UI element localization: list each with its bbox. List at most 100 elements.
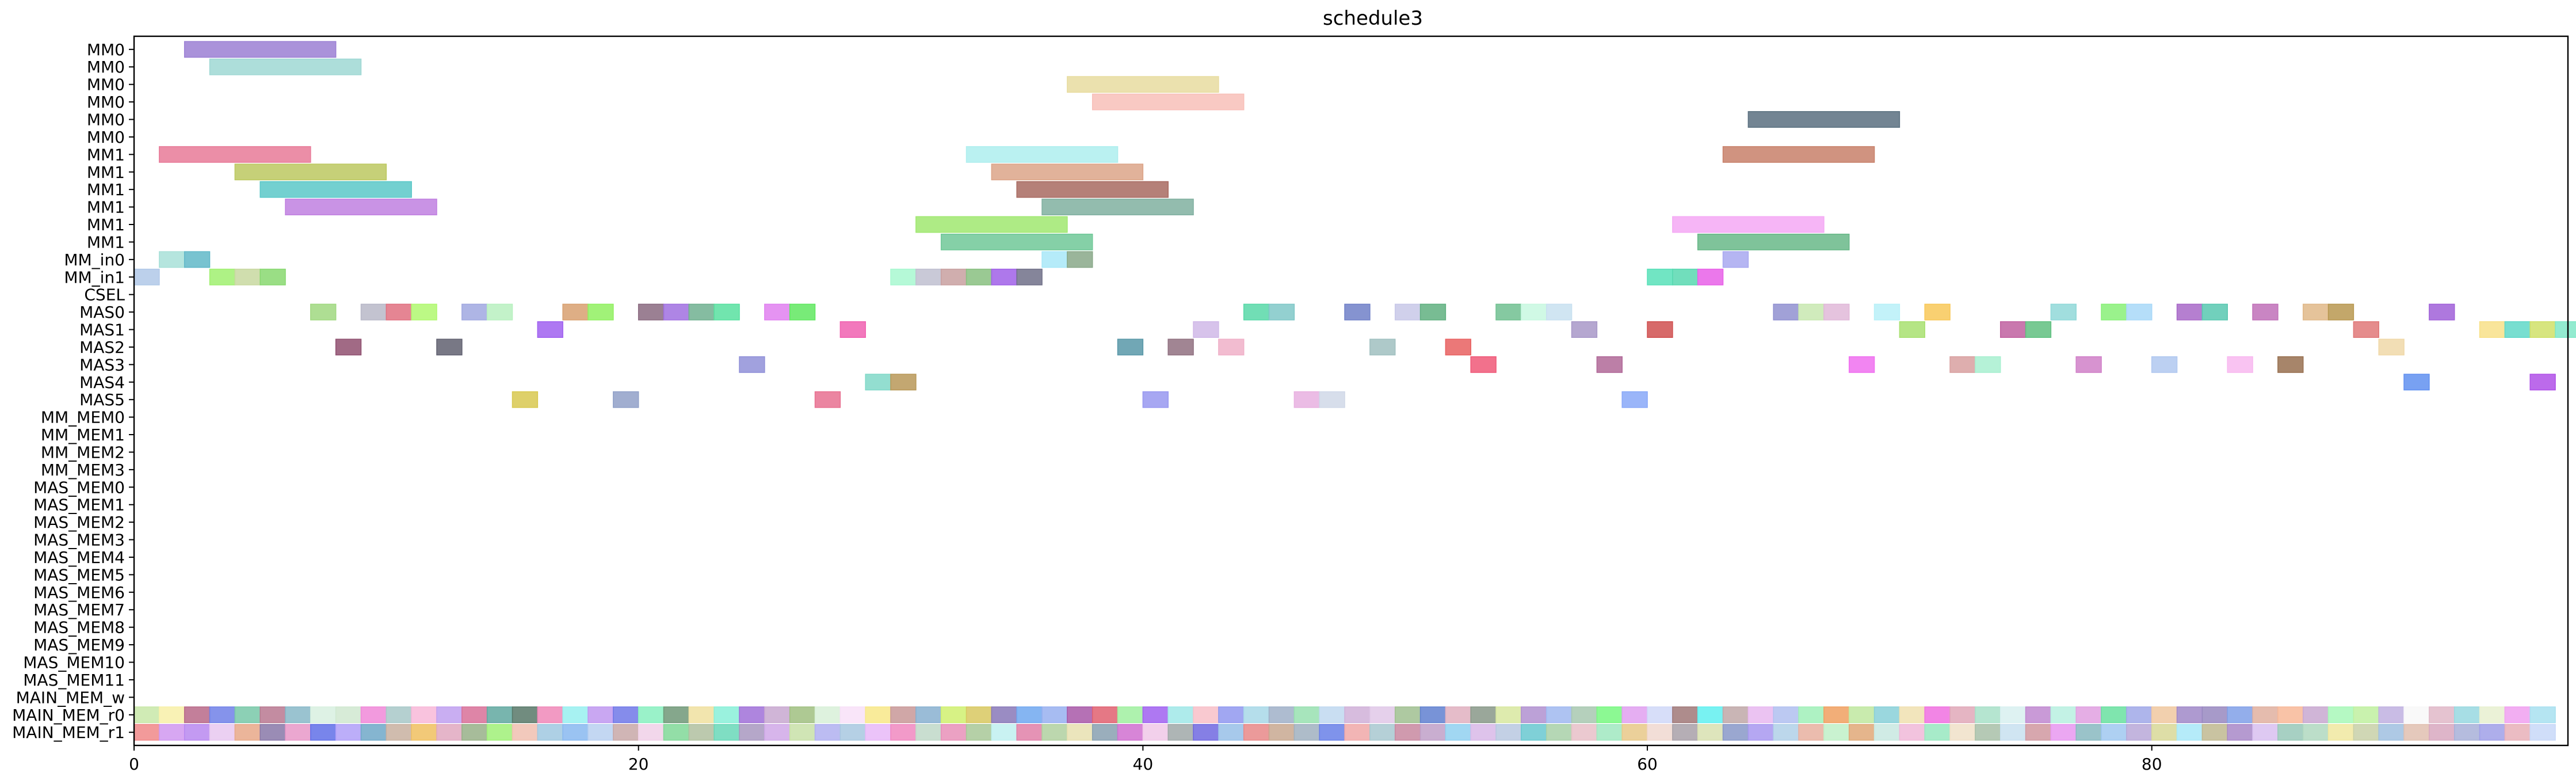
main-mem-r0-bar [209,706,236,724]
task-bar [965,268,993,286]
task-bar [1747,111,1900,128]
main-mem-r0-bar [184,706,211,724]
main-mem-r0-bar [1899,706,1925,724]
main-mem-r0-bar [2529,706,2556,724]
main-mem-r1-bar [2353,724,2379,741]
task-bar [537,321,563,338]
y-tick-label: MM1 [87,198,125,217]
main-mem-r1-bar [2252,724,2279,741]
main-mem-r0-bar [133,706,160,724]
main-mem-r0-bar [764,706,791,724]
task-bar [2252,303,2279,321]
main-mem-r1-bar [159,724,185,741]
main-mem-r0-bar [1621,706,1648,724]
main-mem-r0-bar [1117,706,1144,724]
task-bar [1243,303,1270,321]
main-mem-r0-bar [1167,706,1194,724]
task-bar [1798,303,1825,321]
main-mem-r0-bar [739,706,765,724]
task-bar [1293,391,1320,408]
main-mem-r1-bar [2151,724,2178,741]
main-mem-r0-bar [2126,706,2153,724]
task-bar [1571,321,1598,338]
task-bar [1016,268,1043,286]
main-mem-r0-bar [1521,706,1547,724]
main-mem-r1-bar [940,724,967,741]
task-bar [991,163,1144,181]
x-tick-label: 80 [2142,755,2162,774]
main-mem-r1-bar [1848,724,1875,741]
main-mem-r1-bar [360,724,387,741]
main-mem-r0-bar [2252,706,2279,724]
main-mem-r0-bar [1975,706,2001,724]
y-tick-label: MM0 [87,75,125,94]
main-mem-r1-bar [1722,724,1749,741]
task-bar [1924,303,1951,321]
main-mem-r1-bar [209,724,236,741]
y-tick-label: MM_MEM3 [41,460,125,479]
main-mem-r0-bar [1672,706,1699,724]
main-mem-r0-bar [2378,706,2405,724]
main-mem-r0-bar [537,706,563,724]
main-mem-r1-bar [1949,724,1976,741]
task-bar [1773,303,1799,321]
main-mem-r0-bar [2201,706,2228,724]
task-bar [159,146,311,163]
y-tick-label: MAS0 [79,303,125,322]
main-mem-r1-bar [2075,724,2102,741]
task-bar [1092,93,1245,111]
main-mem-r1-bar [512,724,539,741]
main-mem-r1-bar [335,724,362,741]
task-bar [1899,321,1925,338]
main-mem-r1-bar [1823,724,1850,741]
task-bar [2277,356,2304,373]
main-mem-r0-bar [2453,706,2480,724]
main-mem-r1-bar [1545,724,1573,741]
main-mem-r0-bar [1142,706,1169,724]
task-bar [2403,374,2430,391]
task-bar [184,251,211,268]
main-mem-r0-bar [1369,706,1396,724]
task-bar [1445,338,1471,356]
main-mem-r0-bar [1571,706,1598,724]
main-mem-r0-bar [940,706,967,724]
main-mem-r0-bar [1470,706,1497,724]
main-mem-r1-bar [2453,724,2480,741]
main-mem-r1-bar [1621,724,1648,741]
main-mem-r1-bar [1445,724,1471,741]
task-bar [2378,338,2405,356]
y-tick-label: MM0 [87,110,125,129]
main-mem-r1-bar [865,724,891,741]
task-bar [1193,321,1219,338]
main-mem-r1-bar [1747,724,1774,741]
task-bar [1319,391,1345,408]
task-bar [209,268,236,286]
y-tick-label: MAS_MEM11 [23,671,125,690]
task-bar [259,181,412,198]
main-mem-r1-bar [2429,724,2455,741]
y-tick-label: MM_in1 [64,268,125,287]
main-mem-r1-bar [638,724,665,741]
main-mem-r1-bar [1672,724,1699,741]
main-mem-r0-bar [688,706,715,724]
main-mem-r0-bar [1722,706,1749,724]
task-bar [1545,303,1573,321]
task-bar [1041,251,1068,268]
main-mem-r1-bar [2050,724,2077,741]
y-tick-label: MAS_MEM4 [33,548,125,567]
main-mem-r1-bar [1999,724,2027,741]
task-bar [1672,268,1699,286]
main-mem-r0-bar [1067,706,1093,724]
main-mem-r1-bar [915,724,942,741]
task-bar [1596,356,1623,373]
task-bar [2504,321,2531,338]
main-mem-r1-bar [2302,724,2329,741]
main-mem-r0-bar [814,706,841,724]
x-tick-label: 20 [628,755,649,774]
main-mem-r1-bar [461,724,488,741]
task-bar [1647,321,1673,338]
main-mem-r0-bar [2302,706,2329,724]
task-bar [2126,303,2153,321]
task-bar [940,233,1093,250]
